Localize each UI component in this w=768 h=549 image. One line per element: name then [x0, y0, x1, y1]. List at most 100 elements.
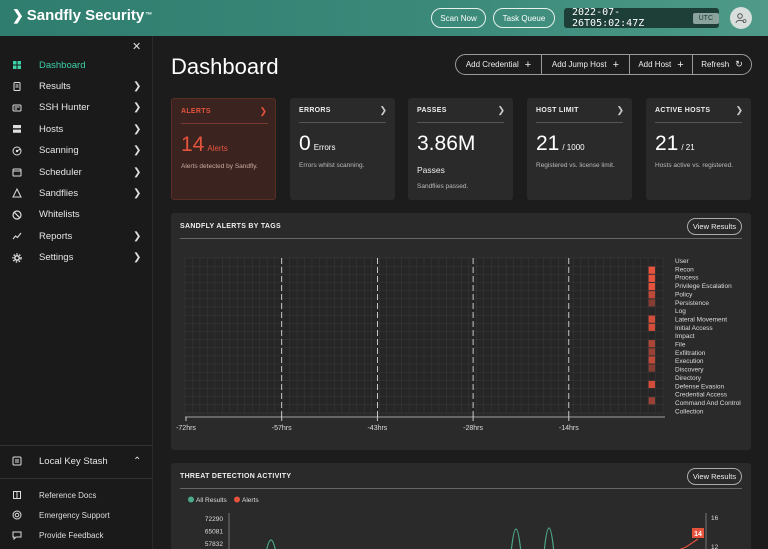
alert-cell[interactable] [648, 364, 656, 372]
chevron-right-icon[interactable]: ❯ [133, 252, 142, 264]
x-tick-label: -72hrs [176, 425, 196, 432]
user-settings-icon [735, 13, 747, 24]
alert-cell[interactable] [648, 274, 656, 282]
alerts-count: 14 [181, 133, 205, 156]
tag-label: Process [675, 275, 699, 282]
chevron-right-icon[interactable]: ❯ [133, 102, 142, 114]
sidebar-item-whitelists[interactable]: Whitelists [0, 205, 153, 225]
card-value: 21/ 21 [655, 132, 695, 156]
alert-cell[interactable] [648, 356, 656, 364]
close-sidebar-icon[interactable]: ✕ [132, 41, 142, 53]
host-limit-card[interactable]: HOST LIMIT ❯ 21/ 1000 Registered vs. lic… [527, 98, 632, 200]
book-icon [12, 490, 22, 500]
view-results-button[interactable]: View Results [687, 218, 742, 235]
alert-cell[interactable] [648, 282, 656, 291]
card-subtitle: Sandflies passed. [417, 183, 469, 190]
top-bar: ❯ Sandfly Security ™ Scan Now Task Queue … [0, 0, 768, 36]
sidebar-item-reports[interactable]: Reports ❯ [0, 226, 153, 246]
errors-card[interactable]: ERRORS ❯ 0 Errors Errors whilst scanning. [290, 98, 395, 200]
passes-card[interactable]: PASSES ❯ 3.86M Passes Sandflies passed. [408, 98, 513, 200]
legend-marker[interactable] [188, 496, 194, 503]
panel-title: THREAT DETECTION ACTIVITY [180, 473, 292, 480]
y-tick-label: 72290 [205, 516, 223, 523]
alert-cell[interactable] [648, 266, 656, 274]
alert-cell[interactable] [648, 380, 656, 389]
sidebar-footer-reference-docs[interactable]: Reference Docs [0, 487, 153, 503]
chevron-right-icon[interactable]: ❯ [133, 123, 142, 135]
chevron-right-icon[interactable]: ❯ [133, 80, 142, 92]
card-divider [181, 123, 268, 124]
sidebar-item-ssh-hunter[interactable]: SSH Hunter ❯ [0, 98, 153, 118]
active-hosts-count: 21 [655, 132, 679, 155]
sidebar-footer-emergency-support[interactable]: Emergency Support [0, 507, 153, 523]
card-subtitle: Errors whilst scanning. [299, 162, 365, 169]
alerts-badge [692, 528, 704, 538]
trademark: ™ [145, 12, 153, 19]
card-title: ALERTS [181, 108, 211, 115]
alert-cell[interactable] [648, 348, 656, 356]
add-jump-host-label: Add Jump Host [551, 60, 607, 69]
logo-chevron-icon: ❯ [12, 7, 24, 23]
alert-cell[interactable] [648, 299, 656, 307]
sidebar-footer-provide-feedback[interactable]: Provide Feedback [0, 527, 153, 543]
card-unit: / 21 [681, 143, 695, 152]
alerts-card[interactable]: ALERTS ❯ 14 Alerts Alerts detected by San… [171, 98, 276, 200]
add-jump-host-button[interactable]: Add Jump Host + [542, 55, 630, 74]
user-avatar[interactable] [730, 7, 752, 29]
x-tick-label: -28hrs [463, 425, 483, 432]
alert-cell[interactable] [648, 340, 656, 348]
sidebar-item-scheduler[interactable]: Scheduler ❯ [0, 162, 153, 182]
chevron-right-icon[interactable]: ❯ [133, 187, 142, 199]
tag-label: Impact [675, 333, 695, 340]
chevron-up-icon[interactable]: ⌃ [133, 455, 142, 467]
card-divider [655, 122, 742, 123]
comment-icon [12, 530, 22, 540]
tag-label: Recon [675, 266, 694, 273]
sidebar-item-label: Scanning [39, 145, 79, 157]
threat-activity-chart: All Results Alerts 72290 65081 57832 16 12 14 [188, 496, 719, 549]
chevron-right-icon[interactable]: ❯ [133, 145, 142, 157]
y-tick-label: 57832 [205, 541, 223, 548]
refresh-button[interactable]: Refresh ↻ [693, 55, 751, 74]
task-queue-button[interactable]: Task Queue [493, 8, 555, 28]
x-tick-label: -57hrs [272, 425, 292, 432]
legend-marker[interactable] [234, 496, 240, 503]
sidebar-footer-label: Provide Feedback [39, 530, 104, 540]
lifebuoy-icon [12, 510, 22, 520]
chevron-right-icon[interactable]: ❯ [133, 166, 142, 178]
sidebar-item-settings[interactable]: Settings ❯ [0, 248, 153, 268]
sidebar-item-label: Settings [39, 252, 74, 264]
tag-label: Initial Access [675, 325, 713, 332]
scan-now-button[interactable]: Scan Now [431, 8, 486, 28]
view-results-button[interactable]: View Results [687, 468, 742, 485]
chevron-right-icon[interactable]: ❯ [133, 230, 142, 242]
app-logo[interactable]: ❯ Sandfly Security ™ [12, 7, 152, 24]
sidebar-item-local-key-stash[interactable]: Local Key Stash ⌃ [0, 451, 153, 471]
chevron-right-icon: ❯ [616, 105, 624, 115]
alert-cell[interactable] [648, 291, 656, 299]
alert-cell[interactable] [648, 323, 656, 331]
panel-divider [180, 488, 742, 489]
sidebar-item-hosts[interactable]: Hosts ❯ [0, 119, 153, 139]
sidebar-item-results[interactable]: Results ❯ [0, 76, 153, 96]
add-credential-button[interactable]: Add Credential + [456, 55, 542, 74]
card-subtitle: Hosts active vs. registered. [655, 162, 734, 169]
sidebar-item-label: Results [39, 80, 71, 92]
alert-cell[interactable] [648, 315, 656, 323]
panel-divider [180, 238, 742, 239]
sidebar-item-label: Whitelists [39, 209, 80, 221]
gear-icon [12, 252, 22, 263]
alert-cell[interactable] [648, 397, 656, 405]
sidebar-item-dashboard[interactable]: Dashboard [0, 55, 153, 75]
sidebar-item-sandflies[interactable]: Sandflies ❯ [0, 183, 153, 203]
add-host-button[interactable]: Add Host + [630, 55, 693, 74]
sandfly-icon [12, 188, 22, 198]
utc-clock: 2022-07-26T05:02:47Z UTC [564, 7, 719, 29]
active-hosts-card[interactable]: ACTIVE HOSTS ❯ 21/ 21 Hosts active vs. r… [646, 98, 751, 200]
sidebar-item-scanning[interactable]: Scanning ❯ [0, 141, 153, 161]
key-stash-icon [12, 456, 22, 466]
plus-icon: + [524, 58, 532, 71]
errors-count: 0 [299, 132, 311, 155]
chevron-right-icon: ❯ [379, 105, 387, 115]
sidebar-footer-label: Reference Docs [39, 490, 97, 500]
